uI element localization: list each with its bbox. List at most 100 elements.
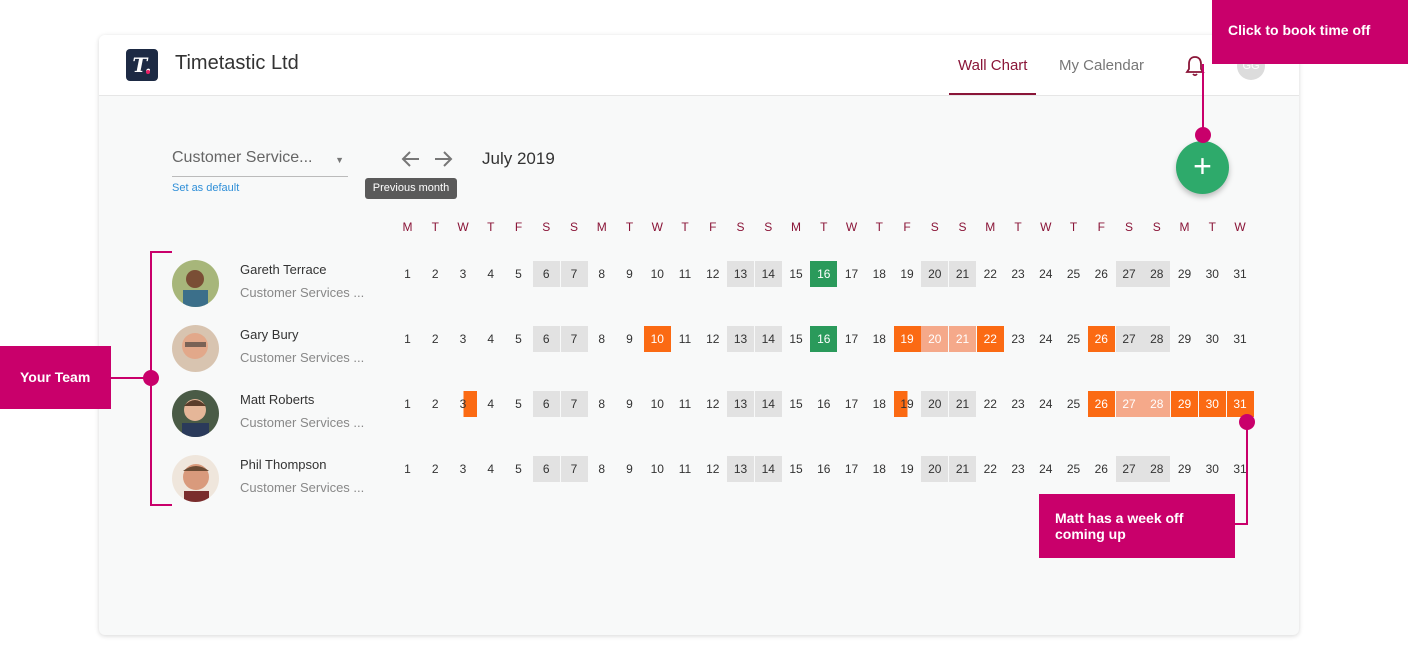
calendar-day-cell[interactable]: 26 — [1087, 326, 1115, 352]
calendar-day-cell[interactable]: 8 — [598, 332, 606, 346]
calendar-day-cell[interactable]: 31 — [1226, 391, 1254, 417]
calendar-day-cell[interactable]: 18 — [872, 267, 886, 281]
calendar-day-cell[interactable]: 13 — [727, 261, 754, 287]
calendar-day-cell[interactable]: 18 — [872, 462, 886, 476]
calendar-day-cell[interactable]: 28 — [1143, 391, 1171, 417]
calendar-day-cell[interactable]: 1 — [404, 332, 411, 346]
calendar-day-cell[interactable]: 31 — [1233, 462, 1247, 476]
calendar-day-cell[interactable]: 30 — [1205, 267, 1219, 281]
calendar-day-cell[interactable]: 23 — [1011, 332, 1025, 346]
calendar-day-cell[interactable]: 2 — [431, 462, 439, 476]
calendar-day-cell[interactable]: 4 — [487, 267, 495, 281]
calendar-day-cell[interactable]: 6 — [532, 456, 560, 482]
calendar-day-cell[interactable]: 18 — [872, 332, 886, 346]
calendar-day-cell[interactable]: 6 — [532, 391, 560, 417]
calendar-day-cell[interactable]: 19 — [893, 391, 921, 417]
calendar-day-cell[interactable]: 10 — [650, 397, 664, 411]
set-as-default-link[interactable]: Set as default — [172, 182, 240, 194]
calendar-day-cell[interactable]: 24 — [1039, 267, 1053, 281]
calendar-day-cell[interactable]: 22 — [983, 462, 997, 476]
calendar-day-cell[interactable]: 15 — [789, 397, 803, 411]
calendar-day-cell[interactable]: 2 — [431, 332, 439, 346]
calendar-day-cell[interactable]: 11 — [678, 397, 692, 411]
calendar-day-cell[interactable]: 26 — [1094, 267, 1108, 281]
calendar-day-cell[interactable]: 25 — [1066, 462, 1081, 476]
avatar[interactable] — [172, 455, 219, 502]
calendar-day-cell[interactable]: 19 — [900, 267, 914, 281]
calendar-day-cell[interactable]: 23 — [1011, 397, 1025, 411]
avatar[interactable] — [172, 390, 219, 437]
calendar-day-cell[interactable]: 29 — [1177, 332, 1192, 346]
avatar[interactable] — [172, 260, 219, 307]
calendar-day-cell[interactable]: 12 — [706, 462, 720, 476]
calendar-day-cell[interactable]: 30 — [1205, 462, 1219, 476]
team-select[interactable]: Customer Service... ▼ — [172, 149, 348, 177]
calendar-day-cell[interactable]: 9 — [626, 462, 633, 476]
calendar-day-cell[interactable]: 19 — [893, 326, 921, 352]
calendar-day-cell[interactable]: 17 — [844, 397, 859, 411]
calendar-day-cell[interactable]: 29 — [1177, 462, 1192, 476]
calendar-day-cell[interactable]: 30 — [1205, 332, 1219, 346]
calendar-day-cell[interactable]: 24 — [1039, 462, 1053, 476]
calendar-day-cell[interactable]: 22 — [976, 326, 1004, 352]
calendar-day-cell[interactable]: 16 — [810, 261, 838, 287]
calendar-day-cell[interactable]: 22 — [983, 267, 997, 281]
calendar-day-cell[interactable]: 4 — [487, 332, 495, 346]
calendar-day-cell[interactable]: 16 — [810, 326, 838, 352]
calendar-day-cell[interactable]: 14 — [754, 391, 782, 417]
back-arrow-icon[interactable] — [399, 148, 423, 170]
avatar[interactable] — [172, 325, 219, 372]
calendar-day-cell[interactable]: 11 — [678, 332, 692, 346]
calendar-day-cell[interactable]: 5 — [515, 267, 522, 281]
calendar-day-cell[interactable]: 21 — [949, 326, 976, 352]
calendar-day-cell[interactable]: 27 — [1115, 326, 1143, 352]
calendar-day-cell[interactable]: 15 — [789, 267, 803, 281]
calendar-day-cell[interactable]: 5 — [515, 397, 522, 411]
calendar-day-cell[interactable]: 8 — [598, 462, 606, 476]
calendar-day-cell[interactable]: 11 — [678, 462, 692, 476]
calendar-day-cell[interactable]: 24 — [1039, 397, 1053, 411]
calendar-day-cell[interactable]: 9 — [626, 397, 633, 411]
calendar-day-cell[interactable]: 4 — [487, 462, 495, 476]
calendar-day-cell[interactable]: 25 — [1066, 332, 1081, 346]
calendar-day-cell[interactable]: 12 — [706, 397, 720, 411]
calendar-day-cell[interactable]: 24 — [1039, 332, 1053, 346]
calendar-day-cell[interactable]: 8 — [598, 397, 606, 411]
calendar-day-cell[interactable]: 31 — [1233, 267, 1247, 281]
calendar-day-cell[interactable]: 3 — [459, 267, 467, 281]
calendar-day-cell[interactable]: 21 — [949, 456, 976, 482]
calendar-day-cell[interactable]: 5 — [515, 332, 522, 346]
calendar-day-cell[interactable]: 23 — [1011, 462, 1025, 476]
forward-arrow-icon[interactable] — [431, 148, 455, 170]
calendar-day-cell[interactable]: 28 — [1143, 456, 1171, 482]
calendar-day-cell[interactable]: 28 — [1143, 261, 1171, 287]
bell-icon[interactable] — [1184, 54, 1206, 78]
calendar-day-cell[interactable]: 29 — [1171, 391, 1198, 417]
calendar-day-cell[interactable]: 4 — [487, 397, 495, 411]
calendar-day-cell[interactable]: 10 — [650, 462, 664, 476]
calendar-day-cell[interactable]: 13 — [727, 326, 754, 352]
calendar-day-cell[interactable]: 20 — [921, 456, 949, 482]
timetastic-logo[interactable]: T. — [126, 49, 158, 81]
calendar-day-cell[interactable]: 27 — [1115, 456, 1143, 482]
calendar-day-cell[interactable]: 9 — [626, 267, 633, 281]
calendar-day-cell[interactable]: 10 — [650, 267, 664, 281]
calendar-day-cell[interactable]: 27 — [1115, 391, 1143, 417]
calendar-day-cell[interactable]: 1 — [404, 267, 411, 281]
tab-my-calendar[interactable]: My Calendar — [1059, 57, 1145, 74]
calendar-day-cell[interactable]: 1 — [404, 397, 411, 411]
calendar-day-cell[interactable]: 3 — [459, 332, 467, 346]
calendar-day-cell[interactable]: 20 — [921, 261, 949, 287]
calendar-day-cell[interactable]: 13 — [727, 456, 754, 482]
calendar-day-cell[interactable]: 17 — [844, 462, 859, 476]
calendar-day-cell[interactable]: 2 — [431, 267, 439, 281]
calendar-day-cell[interactable]: 29 — [1177, 267, 1192, 281]
calendar-day-cell[interactable]: 14 — [754, 326, 782, 352]
calendar-day-cell[interactable]: 21 — [949, 391, 976, 417]
calendar-day-cell[interactable]: 30 — [1198, 391, 1226, 417]
calendar-day-cell[interactable]: 22 — [983, 397, 997, 411]
calendar-day-cell[interactable]: 3 — [459, 462, 467, 476]
calendar-day-cell[interactable]: 7 — [560, 261, 588, 287]
calendar-day-cell[interactable]: 15 — [789, 462, 803, 476]
calendar-day-cell[interactable]: 8 — [598, 267, 606, 281]
